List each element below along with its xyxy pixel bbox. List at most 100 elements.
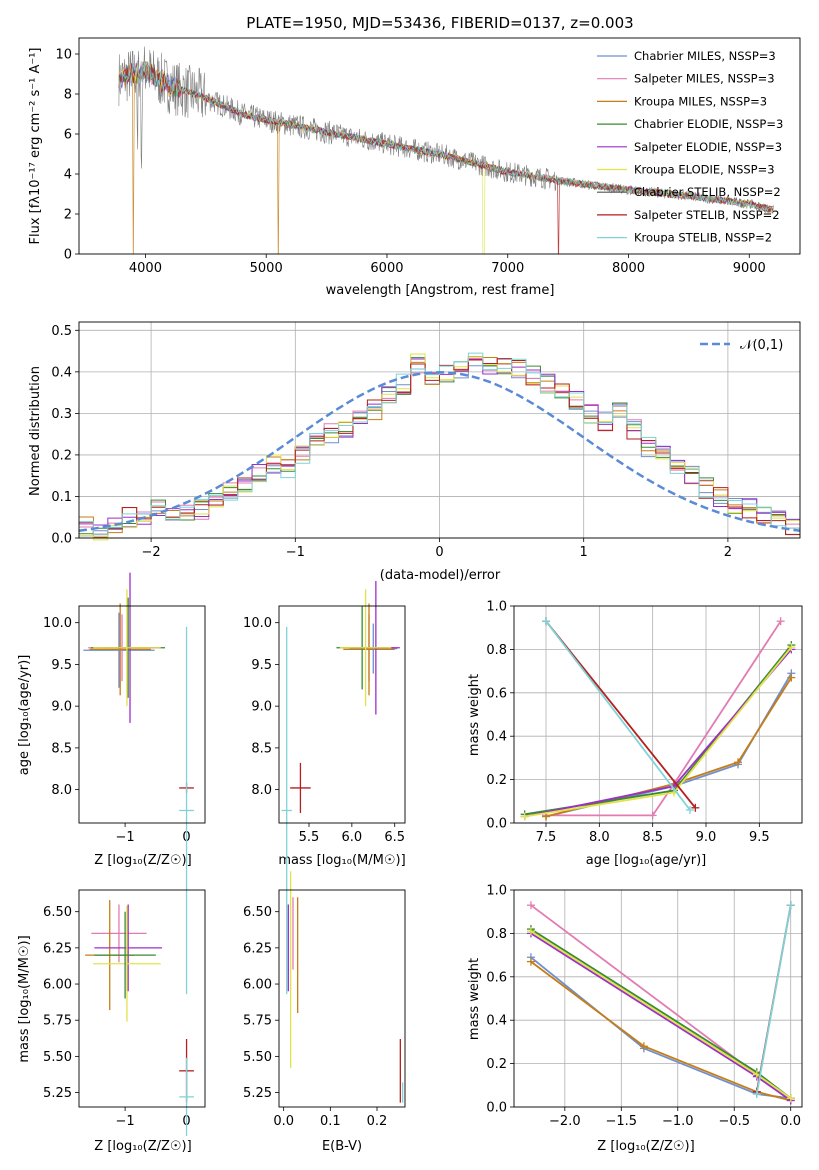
residuals-ytick-label: 0.4 [51,365,72,380]
spectrum-ytick-label: 4 [64,168,72,183]
mass-z-ylabel: mass [log₁₀(M/M☉)] [17,935,32,1062]
age-vs-mass-xtick-label: 6.0 [342,830,363,845]
spectrum-xlabel: wavelength [Angstrom, rest frame] [326,283,555,298]
mass-weight-vs-age-ytick-label: 0.6 [486,686,507,701]
legend-entry: Kroupa ELODIE, NSSP=3 [634,163,775,177]
residuals-xtick-label: −2 [142,545,161,560]
spectrum-ytick-label: 0 [64,248,72,263]
spectrum-xtick-label: 7000 [491,261,524,276]
residuals-frame [78,321,801,539]
mass-weight-line [545,620,697,809]
mass-weight-vs-age-xtick-label: 9.5 [749,830,770,845]
mass-weight-vs-Z-frame [513,889,803,1108]
age-vs-mass-ytick-label: 8.5 [251,741,272,756]
residuals-xtick-label: −1 [286,545,305,560]
mass-vs-ebv-ytick-label: 6.50 [243,905,272,920]
mass-weight-vs-Z-ytick-label: 0.6 [486,970,507,985]
mw-z-ylabel: mass weight [467,958,482,1040]
age-vs-Z-ytick-label: 9.0 [51,700,72,715]
mass-ebv-xlabel: E(B-V) [322,1139,362,1154]
spectrum-ytick-label: 2 [64,208,72,223]
mass-vs-ebv-frame [278,889,406,1108]
legend-entry: Salpeter ELODIE, NSSP=3 [634,140,782,154]
residuals-ytick-label: 0.3 [51,407,72,422]
mass-vs-Z-ytick-label: 5.25 [43,1086,72,1101]
residuals-ytick-label: 0.5 [51,324,72,339]
spectrum-xtick-label: 9000 [733,261,766,276]
histogram-step [79,352,800,535]
spectrum-frame [78,37,801,255]
mw-age-ylabel: mass weight [467,674,482,756]
mass-weight-vs-Z-xtick-label: 0.0 [780,1114,801,1129]
mass-vs-Z-xtick-label: −1 [116,1114,135,1129]
model-fit-line [118,62,774,213]
mass-weight-vs-Z-xtick-label: −1.0 [662,1114,694,1129]
residuals-ytick-label: 0.0 [51,532,72,547]
mass-weight-vs-age-ytick-label: 0.2 [486,773,507,788]
spectrum-xtick-label: 6000 [370,261,403,276]
mass-vs-ebv-xtick-label: 0.1 [320,1114,341,1129]
mw-age-xlabel: age [log₁₀(age/yr)] [586,853,707,868]
spectrum-xtick-label: 4000 [129,261,162,276]
mass-weight-vs-age-ytick-label: 0.8 [486,643,507,658]
mass-weight-vs-age-xtick-label: 9.0 [696,830,717,845]
age-vs-mass-ytick-label: 9.0 [251,700,272,715]
mass-weight-vs-Z-xtick-label: −1.5 [606,1114,638,1129]
mass-weight-vs-age-xtick-label: 8.0 [589,830,610,845]
residuals-ytick-label: 0.2 [51,448,72,463]
residual-ylabel: Normed distribution [28,366,43,496]
age-vs-Z-frame [78,605,206,824]
mass-weight-line [755,905,792,1095]
age-vs-Z-ytick-label: 10.0 [43,616,72,631]
mass-weight-line [530,960,791,1102]
age-vs-mass-frame [278,605,406,824]
spectrum-ylabel: Flux [fλ10⁻¹⁷ erg cm⁻² s⁻¹ A⁻¹] [28,48,43,245]
normal-curve [78,371,801,532]
age-vs-mass-ytick-label: 10.0 [243,616,272,631]
legend-entry: Kroupa MILES, NSSP=3 [634,94,767,108]
legend-entry: Chabrier MILES, NSSP=3 [634,49,776,63]
age-z-xlabel: Z [log₁₀(Z/Z☉)] [94,853,191,868]
legend-entry: Salpeter STELIB, NSSP=2 [634,208,780,222]
mass-weight-vs-Z-xtick-label: −0.5 [718,1114,750,1129]
mass-weight-vs-Z-ytick-label: 0.8 [486,927,507,942]
mass-vs-ebv-ytick-label: 5.25 [243,1086,272,1101]
mass-z-xlabel: Z [log₁₀(Z/Z☉)] [94,1139,191,1154]
residuals-ytick-label: 0.1 [51,490,72,505]
mass-vs-ebv-xtick-label: 0.2 [367,1114,388,1129]
spectrum-ytick-label: 8 [64,88,72,103]
age-vs-Z-ytick-label: 9.5 [51,658,72,673]
mass-weight-vs-age-ytick-label: 1.0 [486,600,507,615]
age-vs-mass-xtick-label: 5.5 [299,830,320,845]
mass-weight-vs-age-ytick-label: 0.0 [486,817,507,832]
age-vs-mass-ytick-label: 8.0 [251,783,272,798]
spectrum-ytick-label: 10 [55,48,72,63]
mass-vs-Z-ytick-label: 6.00 [43,978,72,993]
mass-vs-ebv-ytick-label: 5.75 [243,1014,272,1029]
legend-entry: Chabrier STELIB, NSSP=2 [634,185,781,199]
mass-weight-vs-Z-ytick-label: 1.0 [486,884,507,899]
spectrum-xtick-label: 5000 [250,261,283,276]
spectrum-title: PLATE=1950, MJD=53436, FIBERID=0137, z=0… [246,14,633,32]
residuals-xtick-label: 0 [435,545,443,560]
mass-vs-ebv-ytick-label: 6.25 [243,941,272,956]
mw-z-xlabel: Z [log₁₀(Z/Z☉)] [597,1139,694,1154]
mass-weight-vs-Z-ytick-label: 0.0 [486,1101,507,1116]
age-mass-xlabel: mass [log₁₀(M/M☉)] [278,853,405,868]
mass-weight-line [546,620,782,817]
age-vs-Z-ytick-label: 8.0 [51,783,72,798]
residuals-xtick-label: 1 [580,545,588,560]
mass-vs-ebv-xtick-label: 0.0 [273,1114,294,1129]
spectrum-xtick-label: 8000 [612,261,645,276]
mass-vs-Z-ytick-label: 6.25 [43,941,72,956]
mass-vs-Z-ytick-label: 6.50 [43,905,72,920]
observed-spectrum [118,46,774,214]
legend-entry: Kroupa STELIB, NSSP=2 [634,231,772,245]
mass-weight-vs-age-xtick-label: 8.5 [642,830,663,845]
residuals-xtick-label: 2 [724,545,732,560]
age-vs-Z-ytick-label: 8.5 [51,741,72,756]
mass-vs-ebv-ytick-label: 5.50 [243,1050,272,1065]
legend-entry: Salpeter MILES, NSSP=3 [634,72,775,86]
spectrum-lines [118,46,774,254]
